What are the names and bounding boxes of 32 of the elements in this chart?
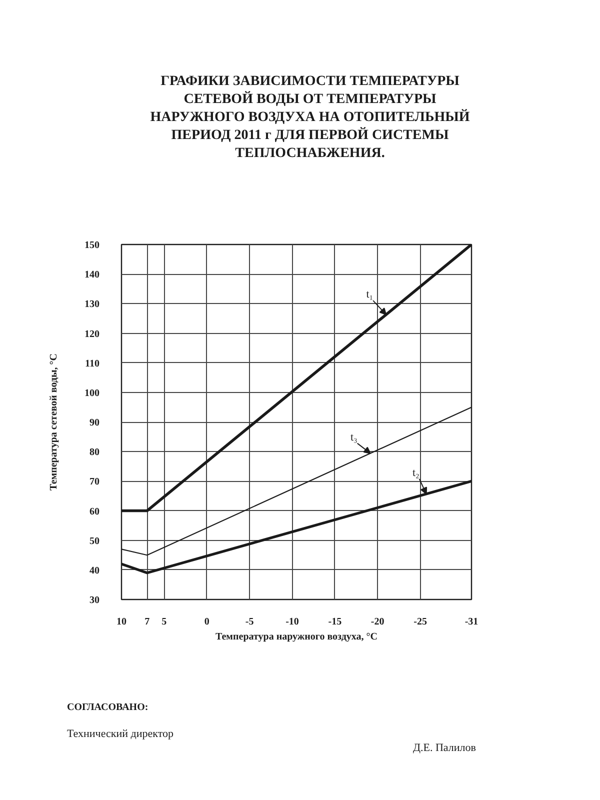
- y-tick-label: 80: [90, 447, 100, 458]
- text: Технический директор: [67, 727, 174, 741]
- x-tick-label: -31: [464, 616, 478, 628]
- y-tick-label: 60: [90, 506, 100, 518]
- x-tick-label: -20: [370, 616, 384, 628]
- y-tick-label: 100: [84, 388, 100, 399]
- y-tick-label: 40: [90, 565, 100, 576]
- x-tick-label: 7: [144, 616, 150, 628]
- x-tick-label: 10: [116, 616, 126, 628]
- y-tick-label: 70: [90, 476, 100, 488]
- series-label: t₂: [412, 466, 420, 479]
- x-tick-label: 0: [204, 616, 210, 628]
- text: СОГЛАСОВАНО:: [67, 701, 148, 714]
- y-tick-label: 50: [90, 536, 100, 547]
- y-tick-label: 150: [84, 240, 100, 251]
- y-tick-label: 110: [85, 358, 100, 370]
- x-tick-label: -5: [245, 616, 254, 628]
- y-tick-label: 130: [84, 299, 100, 310]
- y-tick-label: 120: [84, 328, 100, 340]
- x-tick-label: -15: [328, 616, 342, 628]
- series-label: t₁: [366, 288, 374, 301]
- x-tick-label: -10: [286, 616, 299, 628]
- x-axis-title: Температура наружного воздуха, °С: [215, 632, 378, 642]
- chart-title: ГРАФИКИ ЗАВИСИМОСТИ ТЕМПЕРАТУРЫ СЕТЕВОЙ ВОДЫ ОТ ТЕМПЕРАТУРЫ НАРУЖНОГО ВОЗДУХА НА ОТОПИТЕЛЬНЫЙ ПЕРИОД 2011 г ДЛЯ ПЕРВОЙ СИСТЕМЫ ТЕПЛОСНАБЖЕНИЯ.: [150, 73, 470, 163]
- y-tick-label: 30: [90, 595, 100, 606]
- y-axis-title: Температура сетевой воды, °С: [48, 354, 60, 490]
- text: Д.Е. Палилов: [413, 741, 476, 755]
- y-tick-label: 90: [90, 418, 100, 428]
- x-tick-label: 5: [162, 616, 167, 628]
- y-tick-label: 140: [84, 270, 100, 281]
- x-tick-label: -25: [414, 616, 427, 628]
- series-label: t₃: [350, 431, 358, 444]
